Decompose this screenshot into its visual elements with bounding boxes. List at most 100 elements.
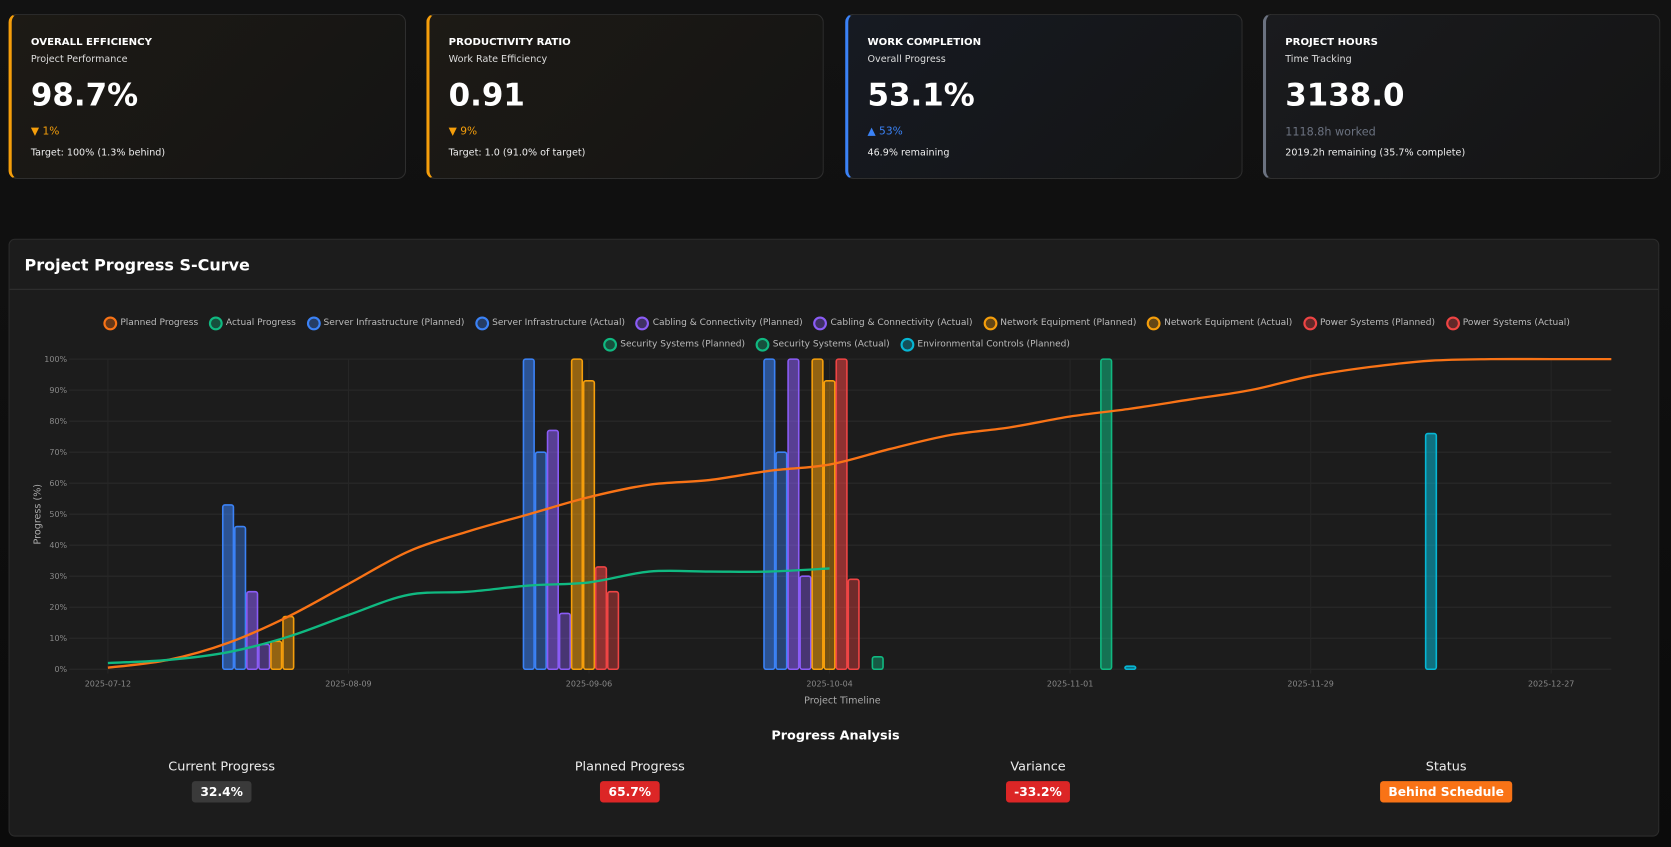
analysis-badge: -33.2% [1005, 781, 1071, 803]
legend-label: Environmental Controls (Planned) [917, 338, 1070, 350]
y-tick-label: 60% [49, 479, 67, 488]
bar [606, 590, 620, 671]
legend-swatch [103, 315, 118, 330]
y-tick-label: 90% [49, 386, 67, 395]
y-tick-label: 80% [49, 417, 67, 426]
legend-swatch [1445, 315, 1460, 330]
legend-swatch [813, 315, 828, 330]
legend-swatch [1147, 315, 1161, 330]
legend-item: Power Systems (Actual) [1445, 315, 1570, 330]
kpi-card: WORK COMPLETION Overall Progress 53.1% ▲ 53… [845, 13, 1243, 180]
legend-item: Cabling & Connectivity (Actual) [813, 315, 973, 330]
legend-swatch [755, 337, 770, 352]
legend-label: Actual Progress [225, 317, 296, 329]
bar [775, 451, 788, 671]
analysis-label: Variance [1010, 758, 1066, 774]
kpi-change: ▼ 1% [30, 125, 60, 138]
bar [787, 358, 800, 671]
bar [234, 525, 247, 671]
kpi-footer: Target: 1.0 (91.0% of target) [448, 148, 586, 159]
legend-swatch [635, 315, 650, 330]
kpi-value: 53.1% [867, 76, 975, 113]
kpi-card: OVERALL EFFICIENCY Project Performance 98.… [8, 13, 407, 180]
bar [221, 504, 235, 671]
bar [582, 380, 596, 671]
analysis-item: Status Behind Schedule [1318, 759, 1574, 803]
kpi-card: PROJECT HOURS Time Tracking 3138.0 1118.8h … [1262, 13, 1661, 180]
bar [594, 566, 608, 671]
legend-item: Environmental Controls (Planned) [900, 337, 1070, 352]
kpi-footer: 46.9% remaining [867, 148, 950, 159]
legend-item: Network Equipment (Actual) [1147, 315, 1292, 330]
y-axis-title: Progress (%) [32, 484, 43, 545]
legend-label: Cabling & Connectivity (Actual) [830, 317, 973, 329]
x-tick-label: 2025-11-29 [1287, 679, 1333, 688]
kpi-subtitle: Overall Progress [867, 54, 946, 66]
analysis-label: Planned Progress [574, 758, 685, 774]
analysis-title: Progress Analysis [771, 727, 900, 743]
bar [835, 358, 848, 671]
legend-label: Security Systems (Actual) [772, 338, 890, 350]
bar [1100, 358, 1113, 671]
y-tick-label: 100% [44, 355, 67, 364]
kpi-card: PRODUCTIVITY RATIO Work Rate Efficiency 0.… [426, 13, 824, 180]
x-tick-label: 2025-12-27 [1528, 679, 1574, 688]
legend-label: Power Systems (Actual) [1462, 317, 1570, 329]
y-tick-label: 50% [49, 510, 67, 519]
bar [546, 429, 559, 671]
legend-item: Server Infrastructure (Actual) [475, 315, 625, 330]
analysis-label: Status [1425, 758, 1467, 774]
divider [9, 288, 1659, 290]
legend: Planned Progress Actual Progress Server In… [43, 315, 1631, 352]
x-tick-label: 2025-11-01 [1047, 679, 1093, 688]
legend-swatch [900, 337, 915, 352]
y-tick-label: 20% [49, 603, 67, 612]
kpi-change: ▲ 53% [867, 125, 903, 138]
kpi-subtitle: Project Performance [30, 54, 128, 66]
y-tick-label: 40% [49, 541, 67, 550]
kpi-value: 0.91 [448, 76, 525, 113]
bar [282, 615, 295, 671]
legend-swatch [208, 315, 223, 330]
kpi-value: 3138.0 [1285, 76, 1405, 113]
kpi-change: ▼ 9% [448, 125, 478, 138]
legend-label: Server Infrastructure (Planned) [323, 317, 465, 329]
legend-item: Planned Progress [103, 315, 198, 330]
analysis-badge: 65.7% [600, 781, 660, 803]
legend-label: Security Systems (Planned) [620, 338, 746, 350]
bar [799, 575, 812, 671]
kpi-value: 98.7% [30, 76, 139, 113]
y-tick-label: 10% [49, 634, 67, 643]
kpi-subtitle: Time Tracking [1285, 54, 1352, 66]
legend-label: Power Systems (Planned) [1319, 317, 1436, 329]
x-tick-label: 2025-09-06 [566, 679, 612, 688]
bar [823, 380, 836, 671]
legend-swatch [983, 315, 998, 330]
line-series [107, 357, 1612, 669]
kpi-change: 1118.8h worked [1285, 125, 1376, 139]
bar [270, 640, 283, 671]
bar [258, 643, 271, 671]
x-tick-label: 2025-08-09 [325, 679, 371, 688]
kpi-footer: 2019.2h remaining (35.7% complete) [1285, 148, 1466, 159]
y-tick-label: 0% [54, 665, 67, 674]
bar [811, 358, 824, 671]
legend-swatch [306, 315, 321, 330]
legend-item: Server Infrastructure (Planned) [306, 315, 464, 330]
analysis-item: Variance -33.2% [910, 759, 1166, 803]
y-tick-label: 70% [49, 448, 67, 457]
bar [1424, 432, 1438, 671]
legend-label: Network Equipment (Planned) [1000, 317, 1137, 329]
bar [871, 656, 884, 671]
x-tick-label: 2025-07-12 [85, 679, 131, 688]
legend-item: Security Systems (Actual) [755, 337, 890, 352]
legend-label: Cabling & Connectivity (Planned) [652, 317, 803, 329]
bar [847, 578, 860, 671]
kpi-footer: Target: 100% (1.3% behind) [30, 148, 166, 159]
analysis-badge: 32.4% [191, 781, 252, 803]
analysis-label: Current Progress [168, 758, 275, 774]
legend-label: Planned Progress [120, 317, 199, 329]
panel-title: Project Progress S-Curve [24, 255, 250, 275]
legend-item: Power Systems (Planned) [1302, 315, 1436, 330]
